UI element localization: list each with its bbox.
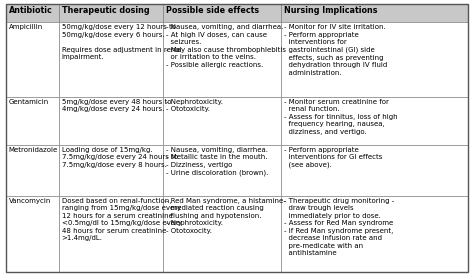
Bar xyxy=(163,196,281,272)
Bar xyxy=(6,97,59,145)
Text: - Perform appropriate
  interventions for GI effects
  (see above).: - Perform appropriate interventions for … xyxy=(284,147,382,168)
Bar xyxy=(281,145,468,196)
Text: Antibiotic: Antibiotic xyxy=(9,6,52,15)
Text: - Monitor serum creatinine for
  renal function.
- Assess for tinnitus, loss of : - Monitor serum creatinine for renal fun… xyxy=(284,99,397,135)
Text: Loading dose of 15mg/kg.
7.5mg/kg/dose every 24 hours to
7.5mg/kg/dose every 8 h: Loading dose of 15mg/kg. 7.5mg/kg/dose e… xyxy=(62,147,178,168)
Bar xyxy=(163,97,281,145)
Bar xyxy=(163,22,281,97)
Bar xyxy=(6,145,59,196)
Text: Dosed based on renal-function,
ranging from 15mg/kg/dose every
12 hours for a se: Dosed based on renal-function, ranging f… xyxy=(62,198,182,241)
Text: - Nephrotoxicity.
- Ototoxicity.: - Nephrotoxicity. - Ototoxicity. xyxy=(166,99,223,112)
Bar xyxy=(163,145,281,196)
Text: Nursing Implications: Nursing Implications xyxy=(284,6,377,15)
Bar xyxy=(59,4,163,22)
Text: Possible side effects: Possible side effects xyxy=(166,6,259,15)
Text: Metronidazole: Metronidazole xyxy=(9,147,58,153)
Text: Ampicillin: Ampicillin xyxy=(9,24,43,30)
Text: - Red Man syndrome, a histamine-
  mediated reaction causing
  flushing and hypo: - Red Man syndrome, a histamine- mediate… xyxy=(166,198,285,234)
Text: Vancomycin: Vancomycin xyxy=(9,198,51,204)
Bar xyxy=(163,4,281,22)
Text: - Therapeutic drug monitoring -
  draw trough levels
  immediately prior to dose: - Therapeutic drug monitoring - draw tro… xyxy=(284,198,394,256)
Bar xyxy=(281,97,468,145)
Bar xyxy=(59,196,163,272)
Text: - Nausea, vomiting, and diarrhea.
- At high IV doses, can cause
  seizures.
- Ma: - Nausea, vomiting, and diarrhea. - At h… xyxy=(166,24,286,68)
Bar xyxy=(6,4,59,22)
Text: 5mg/kg/dose every 48 hours to
4mg/kg/dose every 24 hours.: 5mg/kg/dose every 48 hours to 4mg/kg/dos… xyxy=(62,99,171,112)
Text: Therapeutic dosing: Therapeutic dosing xyxy=(62,6,149,15)
Bar xyxy=(59,97,163,145)
Bar xyxy=(6,22,59,97)
Bar xyxy=(281,22,468,97)
Text: - Monitor for IV site irritation.
- Perform appropriate
  interventions for
  ga: - Monitor for IV site irritation. - Perf… xyxy=(284,24,387,76)
Bar xyxy=(281,196,468,272)
Bar xyxy=(281,4,468,22)
Bar xyxy=(6,196,59,272)
Text: - Nausea, vomiting, diarrhea.
- Metallic taste in the mouth.
- Dizziness, vertig: - Nausea, vomiting, diarrhea. - Metallic… xyxy=(166,147,268,176)
Bar xyxy=(59,22,163,97)
Text: 50mg/kg/dose every 12 hours to
50mg/kg/dose every 6 hours.

Requires dose adjust: 50mg/kg/dose every 12 hours to 50mg/kg/d… xyxy=(62,24,182,60)
Bar xyxy=(59,145,163,196)
Text: Gentamicin: Gentamicin xyxy=(9,99,49,105)
